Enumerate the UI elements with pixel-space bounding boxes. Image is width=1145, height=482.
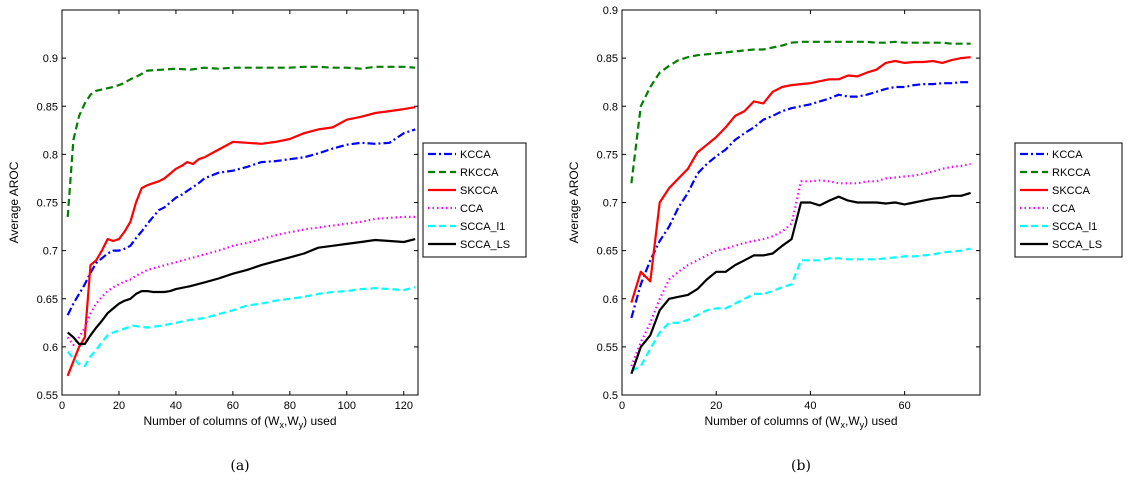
x-tick-label: 40 bbox=[170, 400, 182, 412]
x-axis-label-part: Number of columns of (W bbox=[704, 414, 841, 428]
series-line-skcca bbox=[630, 56, 971, 303]
x-axis-label: Number of columns of (Wx,Wy) used bbox=[143, 414, 336, 430]
series-line-scca-l1 bbox=[66, 286, 416, 368]
legend-label: KCCA bbox=[1052, 149, 1083, 161]
y-axis-label: Average AROC bbox=[7, 161, 21, 243]
x-axis-label-part: ,W bbox=[845, 414, 860, 428]
legend-label: RKCCA bbox=[1052, 167, 1091, 179]
legend-label: SCCA_l1 bbox=[1052, 221, 1097, 233]
series-line-scca-l1 bbox=[630, 247, 971, 372]
y-tick-label: 0.55 bbox=[37, 390, 58, 402]
x-tick-label: 100 bbox=[338, 400, 356, 412]
chart-b: 0 20 40 60 0.5 0.55 0.6 0.65 0.7 0.75 0.8 0.85 0.9 Nu… bbox=[567, 5, 1123, 474]
x-tick-label: 80 bbox=[284, 400, 296, 412]
x-axis-label-part: ) used bbox=[864, 414, 897, 428]
x-tick-label: 20 bbox=[710, 400, 722, 412]
x-tick-label: 0 bbox=[619, 400, 625, 412]
x-axis-label-subscript: y bbox=[299, 420, 304, 430]
y-tick-label: 0.5 bbox=[603, 390, 618, 402]
series-line-scca-ls bbox=[66, 238, 416, 346]
y-tick-label: 0.85 bbox=[597, 53, 618, 65]
legend-label: SCCA_LS bbox=[1052, 239, 1102, 251]
x-axis-label-subscript: x bbox=[280, 420, 285, 430]
series-line-scca-ls bbox=[630, 191, 971, 375]
legend-label: CCA bbox=[1052, 203, 1076, 215]
x-tick-label: 60 bbox=[899, 400, 911, 412]
x-tick-label: 60 bbox=[227, 400, 239, 412]
y-tick-label: 0.55 bbox=[597, 342, 618, 354]
x-axis-label-part: Number of columns of (W bbox=[143, 414, 280, 428]
series-line-rkcca bbox=[630, 40, 971, 184]
legend-label: SKCCA bbox=[1052, 185, 1091, 197]
y-tick-label: 0.75 bbox=[597, 149, 618, 161]
legend-box bbox=[1014, 142, 1123, 258]
series-line-kcca bbox=[66, 128, 416, 316]
series-line-skcca bbox=[66, 106, 416, 377]
plot-frame bbox=[61, 9, 419, 396]
x-axis-label-subscript: y bbox=[860, 420, 865, 430]
x-axis-label-subscript: x bbox=[841, 420, 846, 430]
x-axis-label: Number of columns of (Wx,Wy) used bbox=[704, 414, 897, 430]
y-tick-label: 0.9 bbox=[603, 5, 618, 17]
legend-label: KCCA bbox=[460, 149, 491, 161]
legend-label: SCCA_l1 bbox=[460, 221, 505, 233]
y-tick-label: 0.8 bbox=[603, 101, 618, 113]
y-tick-label: 0.8 bbox=[43, 149, 58, 161]
x-axis-label-part: ,W bbox=[284, 414, 299, 428]
figure-caption: (b) bbox=[791, 458, 811, 474]
legend-label: CCA bbox=[460, 203, 484, 215]
y-tick-label: 0.85 bbox=[37, 101, 58, 113]
legend-label: SKCCA bbox=[460, 185, 499, 197]
y-tick-label: 0.75 bbox=[37, 198, 58, 210]
legend-label: SCCA_LS bbox=[460, 239, 510, 251]
y-tick-label: 0.65 bbox=[597, 246, 618, 258]
y-tick-label: 0.6 bbox=[603, 294, 618, 306]
y-tick-label: 0.6 bbox=[43, 342, 58, 354]
series-line-cca bbox=[630, 162, 971, 367]
y-axis-label: Average AROC bbox=[567, 161, 581, 243]
series-line-rkcca bbox=[66, 65, 416, 217]
legend-label: RKCCA bbox=[460, 167, 499, 179]
figure-caption: (a) bbox=[230, 458, 249, 474]
x-axis-label-part: ) used bbox=[303, 414, 336, 428]
y-tick-label: 0.65 bbox=[37, 294, 58, 306]
series-line-kcca bbox=[630, 81, 971, 319]
x-tick-label: 40 bbox=[804, 400, 816, 412]
y-tick-label: 0.7 bbox=[603, 198, 618, 210]
chart-a: 0 20 40 60 80 100 120 0.55 0.6 0.65 0.7 0.75 0.8 0.85… bbox=[7, 9, 527, 474]
x-tick-label: 120 bbox=[395, 400, 413, 412]
x-tick-label: 20 bbox=[113, 400, 125, 412]
legend-box bbox=[422, 142, 527, 258]
y-tick-label: 0.9 bbox=[43, 53, 58, 65]
x-tick-label: 0 bbox=[59, 400, 65, 412]
y-tick-label: 0.7 bbox=[43, 246, 58, 258]
